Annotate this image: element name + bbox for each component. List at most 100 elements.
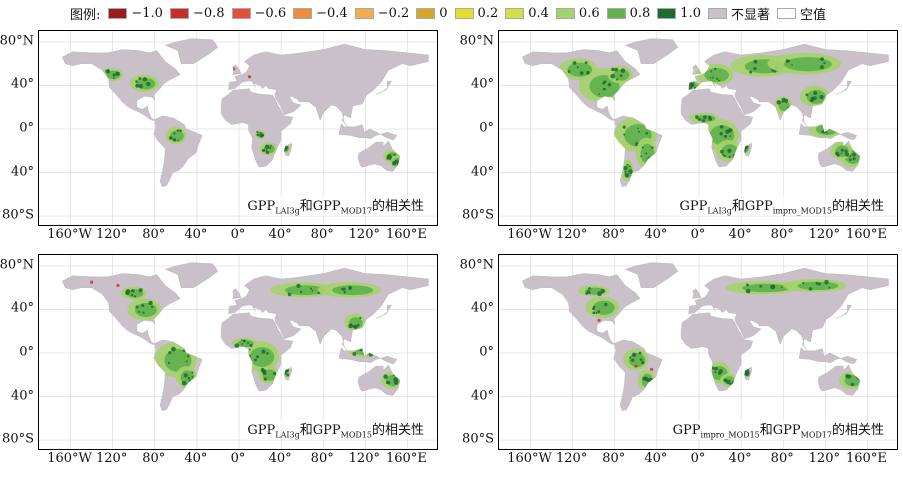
correlation-area-strong — [284, 285, 326, 296]
map-panel: GPPLAI3g和GPPMOD15的相关性 80°N 40° 0° 40° 80°S 160… — [0, 254, 438, 466]
correlation-hotspot — [287, 292, 292, 297]
legend-label: 1.0 — [680, 5, 701, 21]
correlation-hotspot — [619, 74, 623, 78]
legend-label: 0.4 — [528, 5, 549, 21]
legend-item: −0.2 — [354, 6, 409, 21]
correlation-hotspot — [191, 376, 194, 378]
correlation-hotspot — [727, 148, 732, 153]
negative-correlation-spot — [116, 283, 120, 288]
correlation-hotspot — [296, 283, 301, 288]
longitude-label: 40° — [728, 227, 752, 242]
world-map — [499, 255, 897, 449]
correlation-hotspot — [836, 153, 840, 157]
legend-title: 图例: — [69, 7, 101, 23]
longitude-label: 120° — [808, 227, 840, 242]
correlation-hotspot — [567, 70, 571, 73]
correlation-hotspot — [629, 356, 632, 359]
correlation-hotspot — [744, 147, 748, 150]
correlation-hotspot — [172, 138, 177, 142]
correlation-hotspot — [383, 374, 388, 379]
correlation-hotspot — [688, 86, 693, 90]
longitude-label: 80° — [770, 451, 794, 466]
legend-swatch — [416, 7, 436, 19]
correlation-hotspot — [620, 68, 626, 73]
caption-connector: 和GPP — [299, 423, 341, 439]
longitude-label: 80° — [602, 451, 626, 466]
panel-caption: GPPLAI3g和GPPMOD15的相关性 — [245, 419, 426, 440]
correlation-hotspot — [714, 366, 718, 371]
correlation-hotspot — [368, 352, 373, 357]
correlation-hotspot — [359, 316, 362, 320]
land-gl — [164, 262, 219, 288]
legend-swatch — [354, 7, 374, 19]
correlation-hotspot — [186, 354, 190, 358]
correlation-hotspot — [850, 382, 855, 387]
land-uk — [232, 288, 242, 299]
correlation-hotspot — [135, 80, 138, 83]
correlation-hotspot — [248, 348, 251, 351]
legend-item: 0.4 — [505, 6, 549, 21]
caption-connector: 和GPP — [299, 199, 341, 215]
correlation-hotspot — [348, 286, 352, 290]
negative-correlation-spot — [650, 367, 654, 371]
correlation-hotspot — [639, 358, 643, 361]
longitude-label: 80° — [310, 227, 334, 242]
correlation-hotspot — [780, 286, 783, 289]
correlation-hotspot — [167, 361, 170, 364]
world-map — [499, 31, 897, 225]
correlation-hotspot — [602, 87, 606, 91]
correlation-hotspot — [840, 148, 844, 152]
correlation-hotspot — [647, 384, 652, 389]
legend-item: −0.8 — [169, 6, 225, 21]
correlation-hotspot — [579, 71, 584, 75]
correlation-hotspot — [592, 311, 596, 315]
correlation-hotspot — [183, 373, 188, 378]
correlation-hotspot — [647, 156, 652, 162]
latitude-label: 80°S — [462, 207, 494, 223]
correlation-hotspot — [263, 377, 267, 381]
correlation-hotspot — [711, 76, 714, 79]
latitude-label: 40° — [10, 300, 34, 316]
correlation-hotspot — [723, 154, 726, 158]
correlation-hotspot — [753, 66, 757, 71]
latitude-label: 0° — [479, 344, 494, 360]
correlation-hotspot — [135, 305, 139, 309]
latitude-label: 80°N — [459, 257, 494, 273]
land-jp — [375, 304, 392, 319]
land-jp — [835, 304, 852, 319]
caption-subscript-b: MOD17 — [800, 431, 832, 440]
correlation-hotspot — [808, 287, 813, 291]
correlation-hotspot — [787, 106, 789, 109]
correlation-hotspot — [265, 150, 270, 155]
correlation-hotspot — [340, 288, 343, 291]
caption-variable-a: GPP — [679, 199, 708, 215]
longitude-label: 160°W — [507, 451, 552, 466]
map-plot-area — [498, 254, 898, 450]
correlation-hotspot — [753, 59, 758, 64]
land-jp — [835, 80, 852, 95]
correlation-hotspot — [631, 352, 637, 358]
caption-subscript-b: impro_MOD15 — [772, 207, 832, 216]
correlation-hotspot — [247, 342, 249, 345]
correlation-hotspot — [385, 381, 389, 384]
correlation-hotspot — [168, 136, 173, 140]
latitude-label: 80°S — [2, 431, 34, 447]
correlation-hotspot — [397, 162, 401, 166]
longitude-label: 120° — [96, 451, 128, 466]
negative-correlation-spot — [634, 364, 638, 368]
caption-suffix: 的相关性 — [371, 423, 424, 439]
land-na — [521, 273, 641, 345]
correlation-hotspot — [191, 371, 194, 374]
land-ar — [338, 123, 398, 141]
legend-swatch — [777, 7, 796, 19]
correlation-hotspot — [181, 380, 187, 386]
correlation-hotspot — [234, 343, 240, 349]
correlation-hotspot — [823, 123, 828, 128]
longitude-label: 40° — [728, 451, 752, 466]
land-na — [61, 49, 181, 121]
correlation-hotspot — [624, 170, 627, 173]
correlation-hotspot — [112, 73, 116, 77]
longitude-label: 40° — [184, 451, 208, 466]
longitude-label: 160°W — [47, 451, 92, 466]
correlation-hotspot — [647, 160, 650, 163]
